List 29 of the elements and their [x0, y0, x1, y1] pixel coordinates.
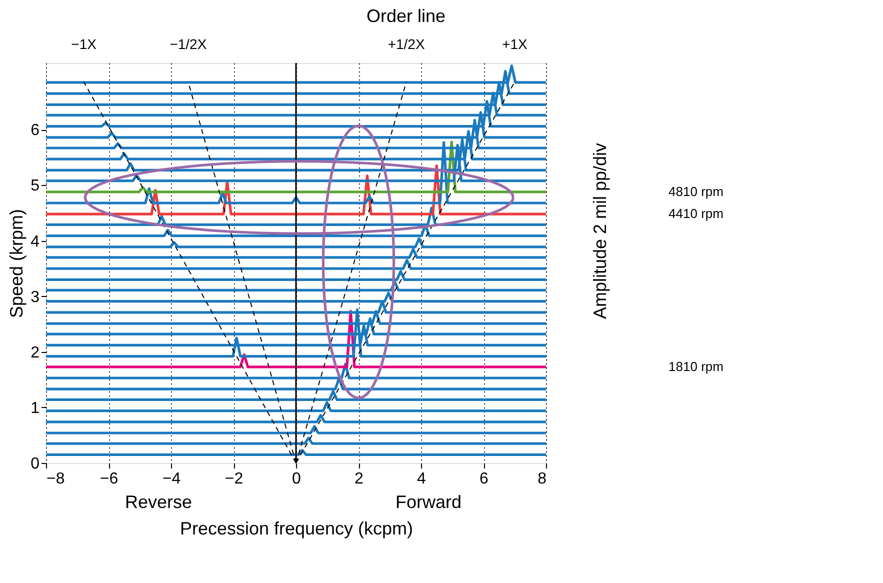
x-axis-title: Precession frequency (kcpm): [180, 518, 414, 538]
x-tick-label: 0: [292, 470, 302, 488]
text: 4810 rpm: [668, 184, 724, 199]
y-tick-label: 0: [30, 456, 40, 472]
y-tick-label: 6: [30, 122, 40, 140]
text: 1810 rpm: [668, 359, 724, 374]
annotation: −1/2X: [170, 36, 208, 52]
annotation: −1X: [71, 36, 98, 52]
y-tick-label: 1: [30, 400, 40, 417]
text: 4410 rpm: [668, 206, 724, 222]
x-tick-label: −6: [100, 470, 118, 488]
text: Forward: [395, 492, 462, 512]
x-tick-label: 2: [354, 470, 364, 488]
annotation: +1/2X: [388, 36, 426, 52]
y-tick-label: 4: [30, 233, 40, 250]
y-tick-label: 2: [30, 344, 40, 362]
x-tick-label: 6: [480, 470, 489, 488]
x-tick-label: −8: [46, 470, 65, 488]
text: Order line: [366, 6, 446, 26]
y-axis-title: Speed (krpm): [6, 208, 27, 318]
x-tick-label: −2: [224, 470, 244, 488]
annotation: +1X: [502, 36, 528, 52]
y-tick-label: 5: [30, 178, 40, 195]
x-tick-label: −4: [162, 470, 181, 488]
y-tick-label: 3: [30, 288, 40, 306]
x-tick-label: 4: [417, 470, 426, 488]
text: Reverse: [124, 492, 192, 512]
x-tick-label: 8: [538, 470, 547, 488]
y2-axis-title: Amplitude 2 mil pp/div: [590, 142, 610, 320]
